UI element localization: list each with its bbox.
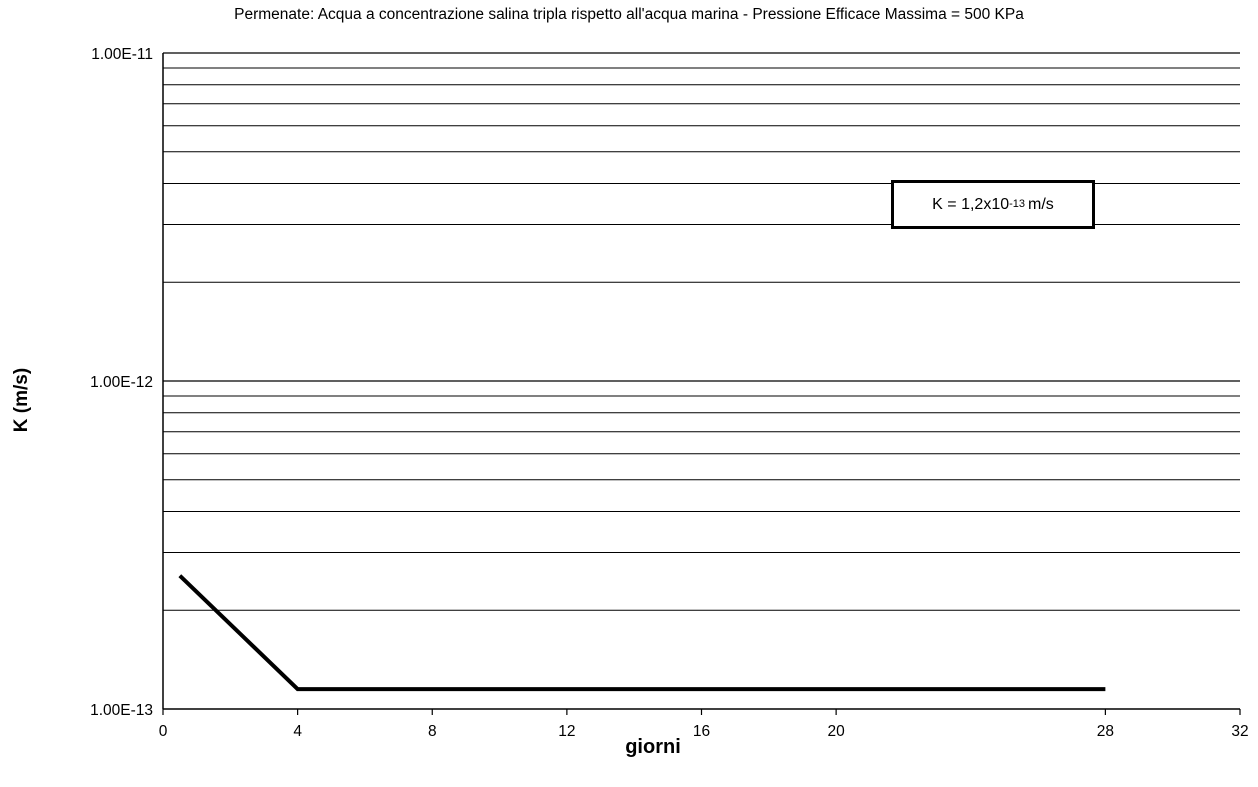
- x-axis-label: giorni: [625, 736, 681, 758]
- x-tick-label: 8: [428, 723, 437, 740]
- annotation-exponent: -13: [1009, 197, 1026, 210]
- annotation-prefix: K = 1,2x10: [932, 195, 1010, 213]
- y-axis-label: K (m/s): [11, 367, 32, 433]
- y-tick-label: 1.00E-12: [90, 374, 153, 391]
- x-tick-label: 32: [1231, 723, 1248, 740]
- x-tick-label: 20: [828, 723, 846, 740]
- y-tick-label: 1.00E-11: [91, 46, 153, 63]
- x-tick-label: 0: [159, 723, 168, 740]
- y-tick-label: 1.00E-13: [90, 702, 153, 719]
- k-value-annotation: K = 1,2x10 -13 m/s: [891, 180, 1095, 229]
- series-line: [178, 574, 1106, 692]
- x-tick-label: 16: [693, 723, 710, 740]
- annotation-suffix: m/s: [1028, 195, 1054, 213]
- x-tick-label: 4: [293, 723, 302, 740]
- x-tick-label: 12: [558, 723, 575, 740]
- x-tick-label: 28: [1097, 723, 1114, 740]
- chart-title: Permenate: Acqua a concentrazione salina…: [234, 6, 1024, 23]
- y-axis-label-box: K (m/s): [2, 300, 42, 500]
